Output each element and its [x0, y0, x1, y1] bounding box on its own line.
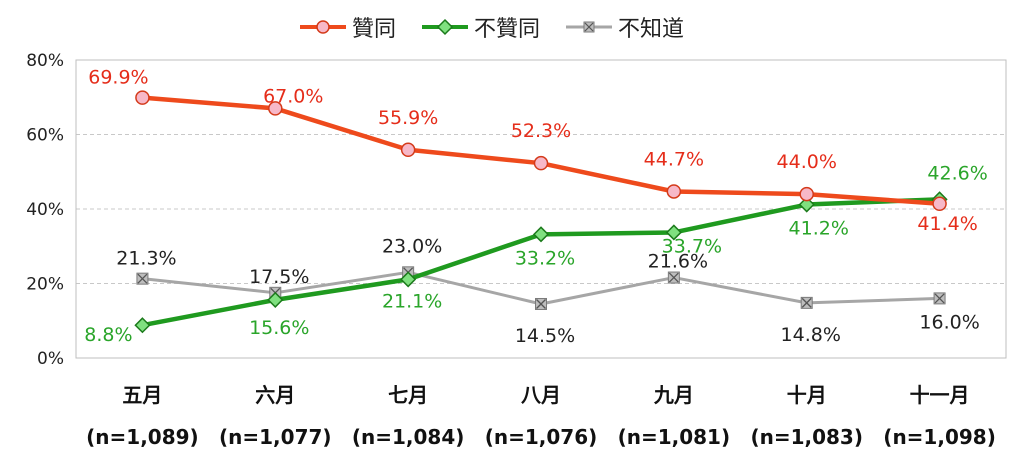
x-category-sample-size: (n=1,076) [485, 425, 598, 449]
data-point-agree [932, 196, 947, 212]
chart-legend: 贊同 不贊同 不知道 [300, 10, 684, 44]
data-label-unknown: 16.0% [919, 311, 979, 333]
data-point-unknown [933, 292, 946, 305]
data-point-disagree [532, 226, 550, 243]
y-tick-label: 80% [26, 51, 64, 71]
data-point-agree [135, 90, 150, 105]
legend-label-disagree: 不贊同 [474, 17, 541, 42]
x-category-sample-size: (n=1,077) [219, 425, 332, 449]
data-point-agree [666, 184, 682, 199]
y-tick-label: 0% [37, 349, 64, 369]
data-point-disagree [798, 196, 815, 213]
legend-swatch-agree [300, 20, 346, 34]
y-axis-ticks: 0% 20% 40% 60% 80% [26, 51, 64, 369]
data-label-unknown: 21.3% [116, 248, 176, 270]
data-point-unknown [136, 272, 149, 285]
x-category-sample-size: (n=1,083) [750, 425, 863, 449]
legend-swatch-unknown [566, 21, 613, 33]
data-point-agree [400, 142, 416, 158]
data-labels: 21.3% 17.5% 23.0% 14.5% 21.6% 14.8% 16.0% 8.8% 1… [84, 67, 987, 347]
data-point-disagree [400, 271, 417, 288]
x-category-label: 十一月 [910, 383, 970, 407]
gridlines [76, 134, 1006, 284]
data-label-agree: 67.0% [263, 85, 323, 107]
data-label-disagree: 15.6% [249, 317, 309, 339]
x-category-label: 九月 [653, 383, 694, 407]
x-category-sample-size: (n=1,089) [86, 425, 199, 449]
data-point-disagree [267, 291, 284, 308]
x-category-label: 七月 [388, 383, 428, 407]
x-category-label: 五月 [122, 383, 162, 407]
data-label-agree: 55.9% [378, 107, 438, 129]
data-label-disagree: 21.1% [382, 290, 442, 312]
data-label-agree: 69.9% [88, 67, 148, 89]
data-point-unknown [667, 271, 680, 284]
x-category-sample-size: (n=1,081) [618, 425, 731, 449]
x-axis-categories: 五月 (n=1,089) 六月 (n=1,077) 七月 (n=1,084) 八月 (n=1,… [86, 383, 996, 449]
legend-item-unknown: 不知道 [566, 11, 684, 43]
data-label-agree: 52.3% [511, 120, 571, 142]
data-point-unknown [800, 296, 813, 309]
data-label-disagree: 41.2% [789, 218, 849, 240]
data-label-disagree: 33.7% [662, 235, 722, 257]
data-point-disagree [134, 317, 151, 334]
y-tick-label: 60% [26, 126, 64, 146]
data-point-agree [268, 101, 283, 116]
x-category-label: 六月 [255, 383, 295, 407]
data-label-unknown: 14.5% [515, 325, 575, 347]
legend-item-agree: 贊同 [300, 11, 396, 43]
data-label-agree: 41.4% [917, 213, 977, 235]
legend-label-agree: 贊同 [352, 17, 397, 42]
data-label-unknown: 23.0% [382, 235, 442, 257]
data-label-unknown: 21.6% [648, 251, 708, 273]
y-tick-label: 40% [26, 200, 64, 220]
data-label-disagree: 33.2% [515, 247, 575, 269]
legend-swatch-disagree [422, 18, 469, 36]
data-point-unknown [535, 297, 547, 310]
data-label-disagree: 8.8% [84, 324, 132, 346]
data-label-unknown: 14.8% [781, 324, 841, 346]
legend-label-unknown: 不知道 [618, 17, 685, 42]
data-label-agree: 44.7% [644, 148, 704, 170]
data-label-agree: 44.0% [777, 151, 837, 173]
data-point-agree [799, 186, 814, 202]
legend-item-disagree: 不贊同 [422, 11, 540, 43]
data-label-disagree: 42.6% [927, 162, 987, 184]
x-category-sample-size: (n=1,084) [352, 425, 465, 449]
plot-frame [75, 59, 1007, 359]
y-tick-label: 20% [26, 275, 64, 295]
data-point-agree [533, 155, 549, 171]
x-category-label: 十月 [787, 383, 827, 407]
x-category-label: 八月 [521, 383, 561, 407]
series-lines [134, 90, 948, 334]
data-point-disagree [665, 224, 682, 241]
x-category-sample-size: (n=1,098) [883, 425, 996, 449]
data-label-unknown: 17.5% [249, 266, 309, 288]
